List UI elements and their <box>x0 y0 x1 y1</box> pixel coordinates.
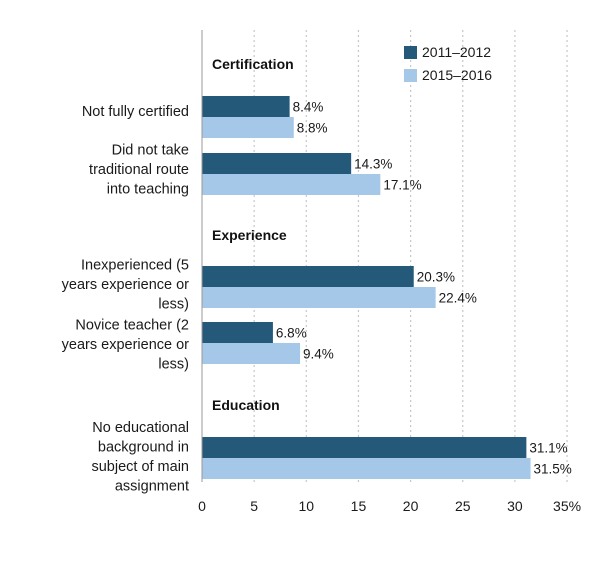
bar-s0-c1 <box>202 153 352 174</box>
x-tick-label-35: 35% <box>553 498 581 514</box>
value-label-s0-c3: 6.8% <box>276 326 307 341</box>
value-label-s1-c4: 31.5% <box>534 462 572 477</box>
legend-label-2015-2016: 2015–2016 <box>422 67 492 83</box>
x-tick-label-25: 25 <box>455 498 471 514</box>
category-label-0-line-0: Not fully certified <box>82 104 189 120</box>
value-label-s1-c0: 8.8% <box>297 121 328 136</box>
group-heading-1: Experience <box>212 227 287 243</box>
grid-lines <box>253 30 568 482</box>
legend-swatch-2015-2016 <box>404 69 417 82</box>
category-label-3-line-1: years experience or <box>62 337 190 353</box>
bar-s0-c2 <box>202 266 414 287</box>
bar-s1-c2 <box>202 287 436 308</box>
category-label-1-line-1: traditional route <box>89 162 189 178</box>
legend: 2011–2012 2015–2016 <box>404 44 492 83</box>
bar-s1-c4 <box>202 458 531 479</box>
bar-s1-c0 <box>202 117 294 138</box>
x-tick-label-30: 30 <box>507 498 523 514</box>
category-label-1-line-0: Did not take <box>112 143 189 159</box>
legend-label-2011-2012: 2011–2012 <box>422 44 491 60</box>
value-label-s0-c0: 8.4% <box>293 100 324 115</box>
bars <box>202 96 531 479</box>
bar-s1-c1 <box>202 174 381 195</box>
bar-s1-c3 <box>202 343 301 364</box>
category-label-3-line-0: Novice teacher (2 <box>75 318 189 334</box>
x-tick-label-10: 10 <box>299 498 315 514</box>
category-label-4-line-2: subject of main <box>91 459 189 475</box>
bar-s0-c0 <box>202 96 290 117</box>
category-label-2-line-1: years experience or <box>62 277 190 293</box>
value-label-s1-c2: 22.4% <box>439 291 477 306</box>
value-label-s0-c4: 31.1% <box>529 441 567 456</box>
value-label-s1-c1: 17.1% <box>383 178 421 193</box>
labels: 8.4% 14.3% 20.3% 6.8% 31.1% 8.8% 17.1% 22.4% 9.4… <box>62 56 572 494</box>
category-label-3-line-2: less) <box>158 357 189 373</box>
category-label-1-line-2: into teaching <box>107 182 189 198</box>
value-label-s0-c1: 14.3% <box>354 157 392 172</box>
x-tick-label-15: 15 <box>351 498 367 514</box>
value-label-s0-c2: 20.3% <box>417 270 455 285</box>
group-heading-0: Certification <box>212 56 294 72</box>
category-label-4-line-0: No educational <box>92 420 189 436</box>
legend-swatch-2011-2012 <box>404 46 417 59</box>
bar-s0-c4 <box>202 437 527 458</box>
x-tick-label-20: 20 <box>403 498 419 514</box>
bar-s0-c3 <box>202 322 273 343</box>
category-label-2-line-2: less) <box>158 297 189 313</box>
category-label-4-line-3: assignment <box>115 478 189 494</box>
category-label-2-line-0: Inexperienced (5 <box>81 258 189 274</box>
value-label-s1-c3: 9.4% <box>303 347 334 362</box>
x-axis-ticks: 0 5 10 15 20 25 30 35% <box>198 498 581 514</box>
x-tick-label-0: 0 <box>198 498 206 514</box>
group-heading-2: Education <box>212 397 280 413</box>
x-tick-label-5: 5 <box>250 498 258 514</box>
category-label-4-line-1: background in <box>98 439 189 455</box>
